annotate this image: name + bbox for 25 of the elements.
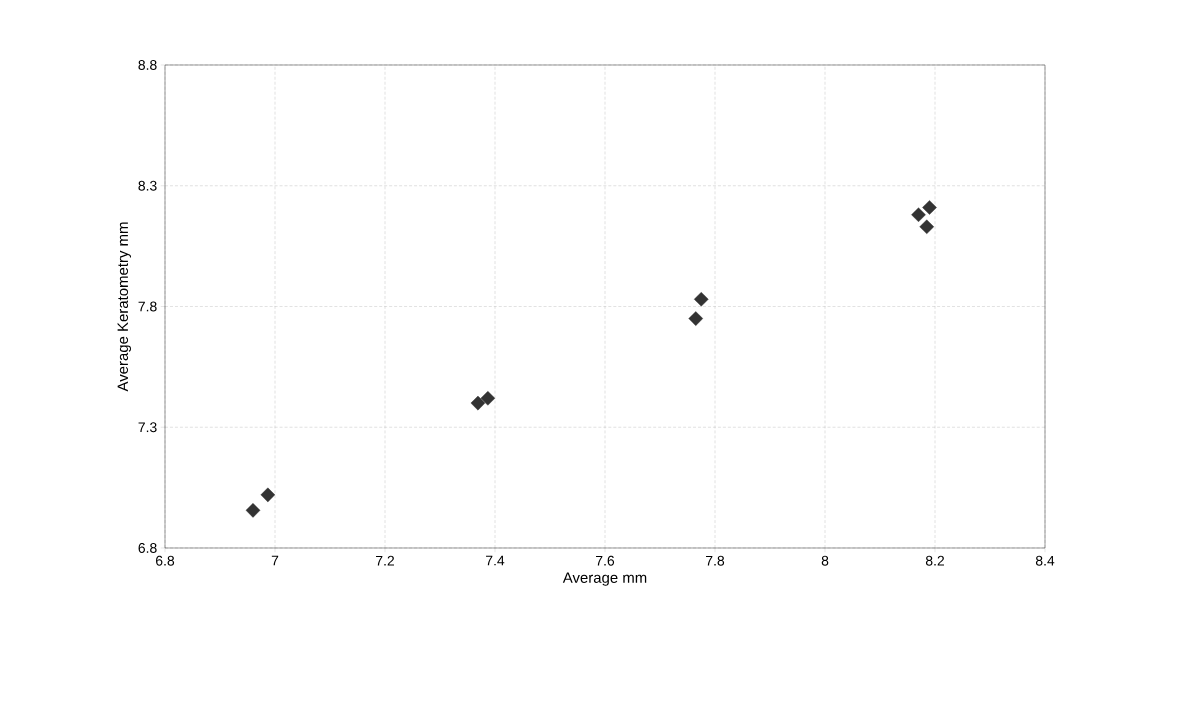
x-tick-label: 7 [271, 555, 279, 566]
x-tick-label: 7.2 [376, 555, 394, 566]
point [470, 395, 486, 411]
x-tick-label: 6.8 [156, 555, 175, 566]
x-tick-label: 8.2 [925, 555, 945, 566]
x-axis-title: Average mm [562, 572, 647, 586]
point [693, 291, 709, 307]
y-tick-label: 8.8 [138, 60, 157, 70]
x-tick-label: 8.4 [1035, 555, 1055, 566]
y-tick-label: 6.8 [138, 543, 157, 553]
point [480, 391, 496, 406]
y-tick-label: 8.3 [138, 180, 157, 191]
point [245, 503, 261, 518]
point [911, 207, 926, 222]
x-tick-label: 7.6 [596, 555, 615, 566]
y-tick-label: 7.3 [138, 422, 157, 433]
x-tick-label: 7.8 [706, 555, 725, 566]
point [922, 200, 937, 215]
point [260, 487, 276, 503]
point [919, 219, 935, 235]
y-axis-title: Average Keratometry mm [117, 222, 131, 392]
y-tick-label: 7.8 [138, 301, 157, 312]
point [688, 311, 704, 326]
x-tick-label: 8 [821, 555, 829, 566]
x-tick-label: 7.4 [486, 555, 505, 566]
